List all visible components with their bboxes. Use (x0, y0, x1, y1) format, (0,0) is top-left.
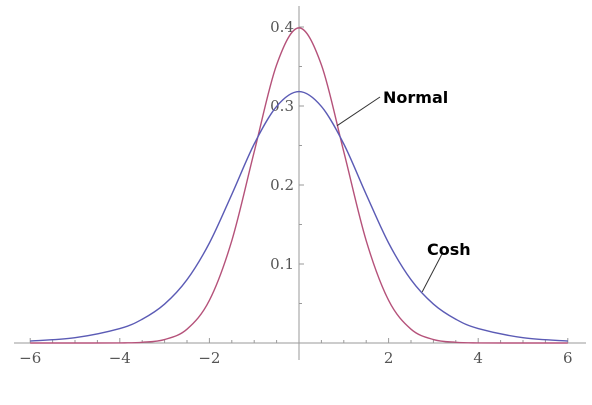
y-tick-label: 0.1 (270, 255, 294, 273)
annotation-label-cosh: Cosh (427, 240, 471, 259)
y-tick-label: 0.2 (270, 176, 294, 194)
series-line-normal (30, 27, 568, 344)
x-tick-label: 2 (384, 349, 394, 367)
annotation-label-normal: Normal (383, 88, 448, 107)
x-tick-label: −6 (19, 349, 41, 367)
x-tick-label: −4 (109, 349, 131, 367)
y-tick-label: 0.3 (270, 97, 294, 115)
series-layer (30, 27, 568, 344)
annotation-leader-normal (336, 96, 381, 127)
x-tick-label: −2 (198, 349, 220, 367)
x-tick-label: 6 (563, 349, 573, 367)
x-tick-label: 4 (473, 349, 483, 367)
axes: −6 −4 −2 2 4 6 0.1 0.2 0.3 0.4 (14, 6, 586, 367)
annotation-leader-cosh (421, 253, 443, 293)
series-line-cosh (30, 90, 568, 342)
y-tick-label: 0.4 (270, 18, 294, 36)
annotation-layer: Normal Cosh (336, 88, 471, 293)
